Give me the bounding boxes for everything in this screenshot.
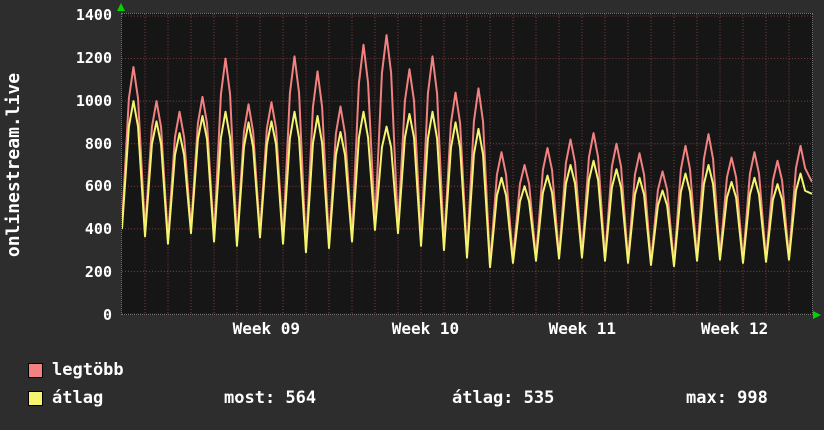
y-tick-label: 1000: [75, 91, 112, 110]
legend-swatch-legtobb: [28, 363, 43, 378]
x-tick-label: Week 11: [548, 319, 617, 338]
x-axis-arrow-icon: [813, 311, 821, 319]
stat-max: max: 998: [686, 388, 768, 408]
y-tick-label: 200: [84, 263, 112, 282]
legend-label-legtobb: legtöbb: [52, 360, 124, 380]
y-tick-label: 400: [84, 220, 112, 239]
plot-area: [121, 13, 813, 315]
y-axis-arrow-icon: [117, 3, 125, 11]
series-line-1: [122, 100, 812, 269]
y-axis-title: onlinestream.live: [3, 72, 24, 258]
legend-label-atlag: átlag: [52, 388, 104, 408]
chart-canvas: [122, 14, 812, 314]
y-tick-label: 1400: [75, 6, 112, 24]
legend-swatch-atlag: [28, 391, 43, 406]
x-tick-label: Week 09: [232, 319, 301, 338]
y-tick-label: 0: [102, 306, 112, 324]
stat-most: most: 564: [224, 388, 317, 408]
y-tick-label: 1200: [75, 48, 112, 67]
series-line-0: [122, 34, 812, 267]
x-tick-label: Week 10: [391, 319, 460, 338]
y-tick-label: 800: [84, 134, 112, 153]
y-tick-label: 600: [84, 177, 112, 196]
stat-atlag: átlag: 535: [452, 388, 555, 408]
x-tick-label: Week 12: [700, 319, 769, 338]
